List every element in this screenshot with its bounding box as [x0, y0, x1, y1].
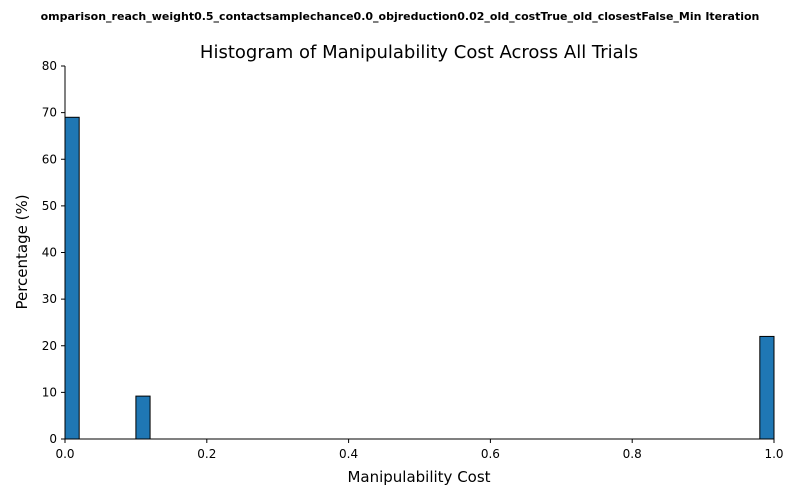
x-tick-label: 0.8: [623, 447, 642, 461]
y-tick-label: 60: [42, 152, 57, 166]
y-axis-label: Percentage (%): [13, 194, 31, 309]
y-tick-label: 40: [42, 246, 57, 260]
y-tick-label: 0: [49, 432, 57, 446]
x-tick-label: 1.0: [764, 447, 783, 461]
histogram-bar-0: [64, 116, 80, 440]
bars-group: [64, 116, 775, 440]
figure-suptitle: omparison_reach_weight0.5_contactsamplec…: [41, 10, 760, 23]
y-tick-label: 70: [42, 106, 57, 120]
histogram-bar-1: [135, 395, 151, 440]
y-tick-label: 20: [42, 339, 57, 353]
x-axis-label: Manipulability Cost: [347, 468, 490, 486]
y-tick-label: 50: [42, 199, 57, 213]
chart-title: Histogram of Manipulability Cost Across …: [200, 42, 638, 63]
y-ticks-group: 0 10 20 30 40 50 60 70 80: [42, 59, 65, 446]
histogram-bar-2: [759, 335, 775, 440]
x-tick-label: 0.4: [339, 447, 358, 461]
y-tick-label: 10: [42, 385, 57, 399]
x-tick-label: 0.6: [481, 447, 500, 461]
y-tick-label: 80: [42, 59, 57, 73]
x-tick-label: 0.0: [55, 447, 74, 461]
x-tick-label: 0.2: [197, 447, 216, 461]
x-ticks-group: 0.0 0.2 0.4 0.6 0.8 1.0: [55, 439, 784, 461]
y-tick-label: 30: [42, 292, 57, 306]
axes-group: [64, 66, 774, 440]
